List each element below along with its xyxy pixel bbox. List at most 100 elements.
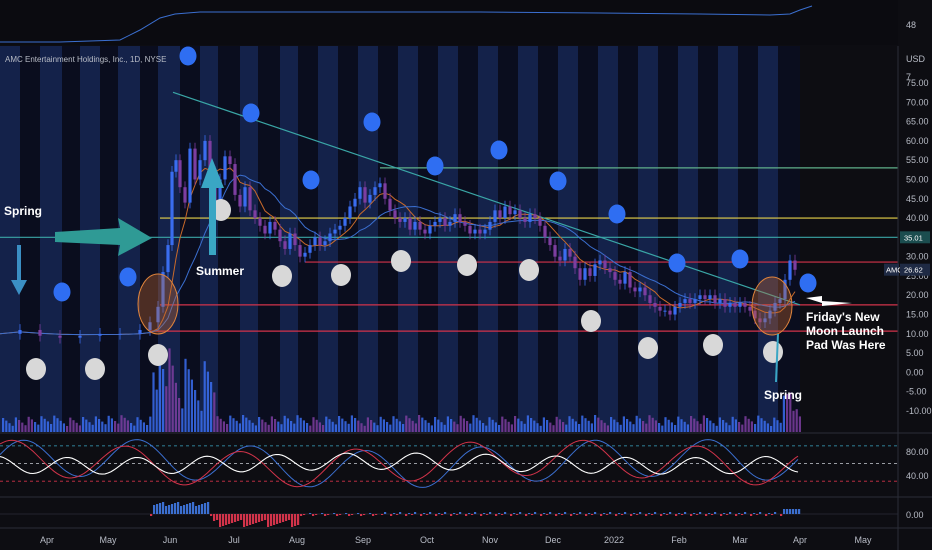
full-moon-circle	[85, 358, 105, 380]
lunar-band	[398, 46, 418, 432]
macd-bar	[618, 513, 621, 514]
macd-bar	[267, 514, 270, 527]
macd-bar	[675, 514, 678, 516]
macd-bar	[411, 514, 414, 515]
macd-bar	[156, 504, 159, 514]
volume-bar	[718, 417, 721, 432]
candle-body	[353, 198, 357, 207]
lunar-band	[718, 46, 738, 432]
macd-bar	[576, 514, 579, 515]
volume-bar	[517, 418, 520, 432]
blue-arrow-down	[11, 245, 27, 295]
volume-bar	[341, 418, 344, 432]
macd-bar	[441, 514, 444, 515]
macd-bar	[585, 514, 588, 516]
macd-bar	[471, 514, 474, 515]
macd-bar	[696, 514, 699, 515]
volume-bar	[469, 423, 472, 432]
volume-bar	[370, 420, 373, 432]
volume-bar	[139, 419, 142, 432]
volume-bar	[450, 419, 453, 432]
volume-bar	[734, 419, 737, 432]
volume-bar	[88, 422, 91, 432]
macd-bar	[630, 514, 633, 516]
macd-bar	[384, 512, 387, 514]
macd-bar	[639, 512, 642, 514]
macd-bar	[459, 512, 462, 514]
volume-bar	[398, 421, 401, 432]
volume-bar	[690, 416, 693, 432]
lunar-band	[0, 46, 20, 432]
macd-bar	[573, 513, 576, 514]
osc-tick-80: 80.00	[906, 447, 929, 457]
macd-bar	[645, 514, 648, 516]
macd-bar	[399, 512, 402, 514]
candle-body	[338, 225, 342, 230]
volume-bar	[91, 424, 94, 432]
lunar-band	[358, 46, 378, 432]
candle-body	[528, 214, 532, 222]
volume-bar	[606, 425, 609, 432]
volume-bar	[46, 421, 49, 432]
volume-bar	[504, 419, 507, 432]
volume-bar	[728, 425, 731, 432]
volume-bar	[8, 423, 11, 432]
macd-bar	[741, 514, 744, 515]
volume-bar	[245, 417, 248, 432]
candle-body	[768, 310, 772, 319]
instrument-header: AMC Entertainment Holdings, Inc., 1D, NY…	[5, 55, 166, 64]
macd-bar	[501, 514, 504, 515]
macd-bar	[405, 514, 408, 516]
y-tick-label: -5.00	[906, 387, 927, 397]
macd-bar	[228, 514, 231, 524]
volume-bar	[779, 422, 782, 432]
volume-bar	[731, 416, 734, 432]
volume-bar	[664, 417, 667, 432]
candle-body	[653, 302, 657, 307]
x-tick-label: Aug	[289, 535, 305, 545]
volume-bar	[66, 426, 69, 432]
volume-bar	[424, 420, 427, 432]
candle-body	[713, 295, 717, 303]
macd-bar	[690, 514, 693, 516]
macd-bar	[450, 514, 453, 516]
volume-bar	[795, 409, 798, 432]
macd-bar	[153, 505, 156, 514]
macd-bar	[336, 514, 339, 516]
oscillator-rsi-line	[0, 452, 799, 475]
volume-bar	[226, 424, 229, 432]
volume-bar	[264, 422, 267, 432]
lunar-band	[498, 46, 518, 432]
volume-bar	[322, 425, 325, 432]
x-tick-label: Apr	[40, 535, 54, 545]
y-tick-label: 70.00	[906, 97, 929, 107]
moon-phase-markers	[26, 46, 817, 380]
oscillator-k-line	[0, 439, 799, 488]
volume-bar	[610, 417, 613, 432]
volume-bar	[43, 418, 46, 432]
volume-bar	[306, 423, 309, 432]
volume-bar	[274, 419, 277, 432]
volume-bar	[482, 423, 485, 432]
candle-body	[558, 256, 562, 261]
volume-bar	[670, 422, 673, 432]
y-tick-label: 0.00	[906, 367, 924, 377]
volume-bar	[110, 418, 113, 432]
candle-body	[393, 210, 397, 219]
candle-body	[663, 310, 667, 312]
lunar-band	[698, 46, 718, 432]
candle-body	[228, 156, 232, 165]
volume-bar	[584, 418, 587, 432]
candle-body	[313, 237, 317, 246]
x-tick-label: Feb	[671, 535, 687, 545]
candle-body	[218, 179, 222, 203]
macd-bar	[375, 514, 378, 515]
macd-bar	[609, 512, 612, 514]
top-panel-line	[0, 5, 813, 43]
volume-bar	[619, 424, 622, 432]
candle-body	[773, 302, 777, 311]
y-tick-label: 5.00	[906, 348, 924, 358]
volume-bar	[286, 418, 289, 432]
candle-body	[283, 241, 287, 249]
